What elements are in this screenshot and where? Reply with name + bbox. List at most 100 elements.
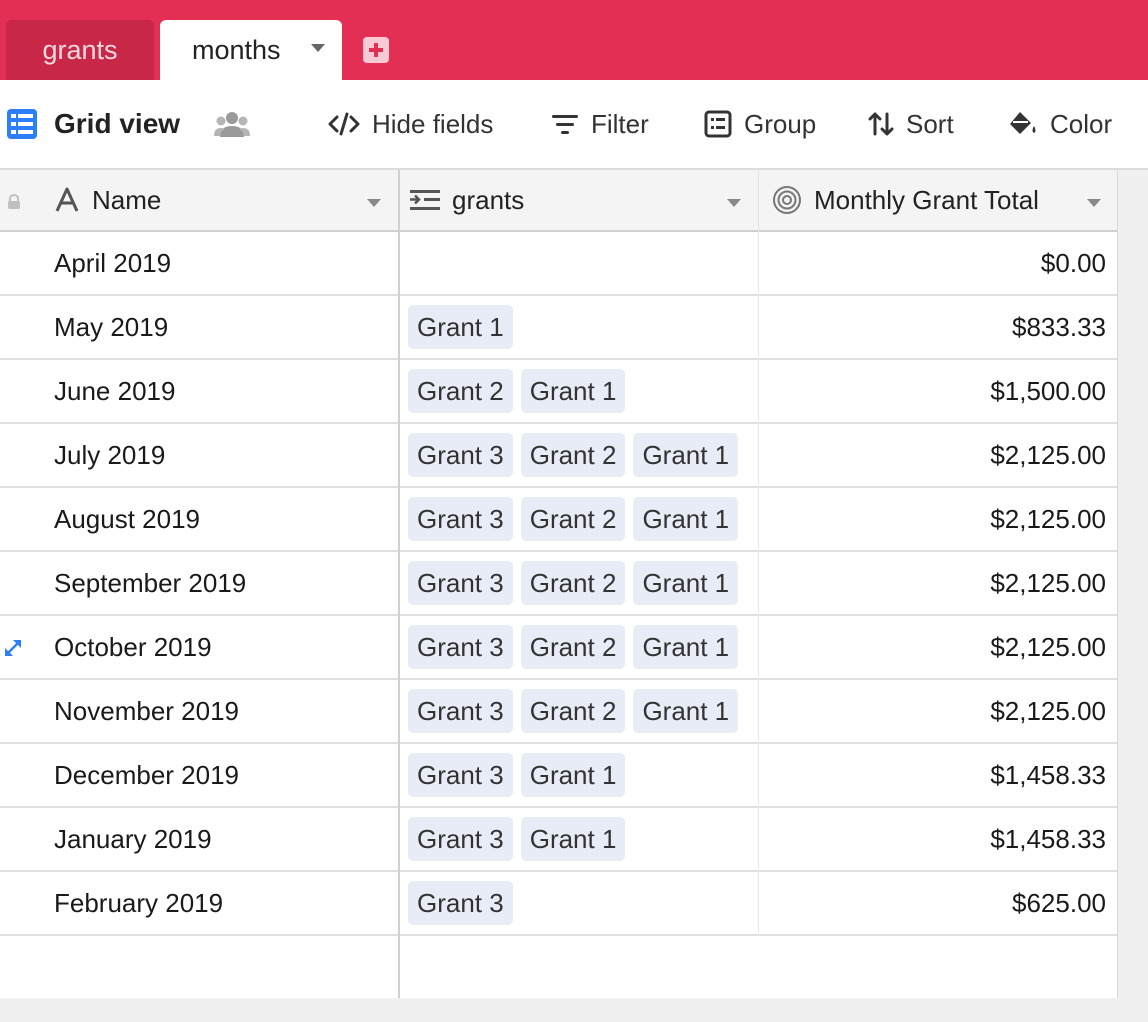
table-row[interactable]: July 2019 Grant 3 Grant 2 Grant 1 $2,125.00 xyxy=(0,424,1118,488)
table-row[interactable]: September 2019 Grant 3 Grant 2 Grant 1 $2,12… xyxy=(0,552,1118,616)
group-icon xyxy=(704,110,732,138)
cell-monthly-total[interactable]: $0.00 xyxy=(1040,247,1106,278)
cell-monthly-total[interactable]: $833.33 xyxy=(1012,311,1106,342)
cell-name[interactable]: November 2019 xyxy=(54,695,239,726)
cell-name[interactable]: July 2019 xyxy=(54,439,166,470)
column-grants-menu-caret-icon[interactable] xyxy=(727,199,741,207)
expand-record-icon[interactable] xyxy=(2,637,24,659)
text-field-icon xyxy=(55,187,79,212)
hide-fields-button[interactable]: Hide fields xyxy=(328,80,493,168)
cell-grants[interactable]: Grant 3 Grant 1 xyxy=(408,808,633,870)
column-header-grants[interactable]: grants xyxy=(410,170,524,230)
paint-bucket-icon xyxy=(1010,112,1036,134)
color-button[interactable]: Color xyxy=(1008,80,1112,168)
table-row[interactable]: August 2019 Grant 3 Grant 2 Grant 1 $2,125.0… xyxy=(0,488,1118,552)
rollup-spiral-icon xyxy=(773,186,801,214)
column-total-menu-caret-icon[interactable] xyxy=(1087,199,1101,207)
cell-monthly-total[interactable]: $2,125.00 xyxy=(990,631,1106,662)
linked-grant-chip[interactable]: Grant 2 xyxy=(520,625,626,669)
column-divider xyxy=(758,170,759,936)
cell-grants[interactable]: Grant 3 Grant 2 Grant 1 xyxy=(408,488,746,550)
table-row[interactable]: June 2019 Grant 2 Grant 1 $1,500.00 xyxy=(0,360,1118,424)
column-total-label: Monthly Grant Total xyxy=(814,184,1039,215)
linked-grant-chip[interactable]: Grant 3 xyxy=(408,625,513,669)
cell-name[interactable]: June 2019 xyxy=(54,375,176,406)
filter-button[interactable]: Filter xyxy=(551,80,649,168)
linked-grant-chip[interactable]: Grant 1 xyxy=(633,689,739,733)
cell-name[interactable]: December 2019 xyxy=(54,759,239,790)
cell-monthly-total[interactable]: $2,125.00 xyxy=(990,695,1106,726)
table-tab-bar: grants months xyxy=(0,0,1148,80)
cell-monthly-total[interactable]: $1,458.33 xyxy=(990,823,1106,854)
tab-months-label: months xyxy=(192,34,281,65)
grid-footer xyxy=(0,998,1148,1022)
linked-grant-chip[interactable]: Grant 3 xyxy=(408,881,513,925)
linked-grant-chip[interactable]: Grant 1 xyxy=(520,817,626,861)
cell-grants[interactable]: Grant 3 Grant 1 xyxy=(408,744,633,806)
cell-grants[interactable]: Grant 2 Grant 1 xyxy=(408,360,633,422)
sort-button[interactable]: Sort xyxy=(868,80,954,168)
primary-column-divider xyxy=(398,170,400,1022)
linked-grant-chip[interactable]: Grant 3 xyxy=(408,689,513,733)
hide-fields-icon xyxy=(328,112,360,136)
linked-grant-chip[interactable]: Grant 2 xyxy=(520,497,626,541)
table-row[interactable]: February 2019 Grant 3 $625.00 xyxy=(0,872,1118,936)
cell-name[interactable]: May 2019 xyxy=(54,311,169,342)
cell-monthly-total[interactable]: $2,125.00 xyxy=(990,503,1106,534)
cell-grants[interactable]: Grant 1 xyxy=(408,296,521,358)
table-row[interactable]: November 2019 Grant 3 Grant 2 Grant 1 $2,125… xyxy=(0,680,1118,744)
linked-grant-chip[interactable]: Grant 1 xyxy=(633,561,739,605)
column-header-name[interactable]: Name xyxy=(54,170,161,230)
cell-monthly-total[interactable]: $625.00 xyxy=(1012,887,1106,918)
cell-name[interactable]: September 2019 xyxy=(54,567,247,598)
cell-monthly-total[interactable]: $2,125.00 xyxy=(990,567,1106,598)
linked-grant-chip[interactable]: Grant 2 xyxy=(408,369,513,413)
column-name-menu-caret-icon[interactable] xyxy=(367,199,381,207)
add-record-row[interactable] xyxy=(0,936,1118,998)
linked-grant-chip[interactable]: Grant 3 xyxy=(408,753,513,797)
column-header-monthly-total[interactable]: Monthly Grant Total xyxy=(772,170,1039,230)
cell-monthly-total[interactable]: $1,500.00 xyxy=(990,375,1106,406)
linked-grant-chip[interactable]: Grant 2 xyxy=(520,689,626,733)
linked-grant-chip[interactable]: Grant 1 xyxy=(520,369,626,413)
linked-grant-chip[interactable]: Grant 1 xyxy=(408,305,513,349)
tab-grants[interactable]: grants xyxy=(6,20,154,80)
filter-label: Filter xyxy=(591,108,649,139)
linked-grant-chip[interactable]: Grant 3 xyxy=(408,497,513,541)
linked-grant-chip[interactable]: Grant 1 xyxy=(520,753,626,797)
tab-menu-caret-icon[interactable] xyxy=(311,44,325,52)
cell-name[interactable]: February 2019 xyxy=(54,887,224,918)
group-button[interactable]: Group xyxy=(704,80,816,168)
cell-monthly-total[interactable]: $1,458.33 xyxy=(990,759,1106,790)
cell-name[interactable]: January 2019 xyxy=(54,823,212,854)
cell-grants[interactable]: Grant 3 Grant 2 Grant 1 xyxy=(408,616,746,678)
linked-grant-chip[interactable]: Grant 2 xyxy=(520,433,626,477)
table-row[interactable]: October 2019 Grant 3 Grant 2 Grant 1 $2,125.… xyxy=(0,616,1118,680)
add-table-icon[interactable] xyxy=(363,37,389,63)
linked-grant-chip[interactable]: Grant 3 xyxy=(408,561,513,605)
table-row[interactable]: December 2019 Grant 3 Grant 1 $1,458.33 xyxy=(0,744,1118,808)
table-row[interactable]: May 2019 Grant 1 $833.33 xyxy=(0,296,1118,360)
table-row[interactable]: January 2019 Grant 3 Grant 1 $1,458.33 xyxy=(0,808,1118,872)
linked-grant-chip[interactable]: Grant 3 xyxy=(408,817,513,861)
cell-name[interactable]: April 2019 xyxy=(54,247,172,278)
lock-icon xyxy=(8,194,20,209)
cell-monthly-total[interactable]: $2,125.00 xyxy=(990,439,1106,470)
cell-grants[interactable]: Grant 3 Grant 2 Grant 1 xyxy=(408,680,746,742)
linked-grant-chip[interactable]: Grant 1 xyxy=(633,625,739,669)
linked-grant-chip[interactable]: Grant 1 xyxy=(633,497,739,541)
view-switcher-button[interactable]: Grid view xyxy=(6,80,180,168)
grid-right-edge xyxy=(1117,170,1118,998)
linked-grant-chip[interactable]: Grant 2 xyxy=(520,561,626,605)
cell-name[interactable]: August 2019 xyxy=(54,503,201,534)
cell-grants[interactable]: Grant 3 xyxy=(408,872,521,934)
cell-grants[interactable]: Grant 3 Grant 2 Grant 1 xyxy=(408,552,746,614)
grid-header-row: Name grants Monthly Grant Total xyxy=(0,170,1118,232)
view-toolbar: Grid view Hide fields Filter Group xyxy=(0,80,1148,170)
cell-grants[interactable]: Grant 3 Grant 2 Grant 1 xyxy=(408,424,746,486)
linked-grant-chip[interactable]: Grant 3 xyxy=(408,433,513,477)
cell-name[interactable]: October 2019 xyxy=(54,631,212,662)
linked-grant-chip[interactable]: Grant 1 xyxy=(633,433,739,477)
table-row[interactable]: April 2019 $0.00 xyxy=(0,232,1118,296)
collaborative-view-icon[interactable] xyxy=(214,110,250,138)
